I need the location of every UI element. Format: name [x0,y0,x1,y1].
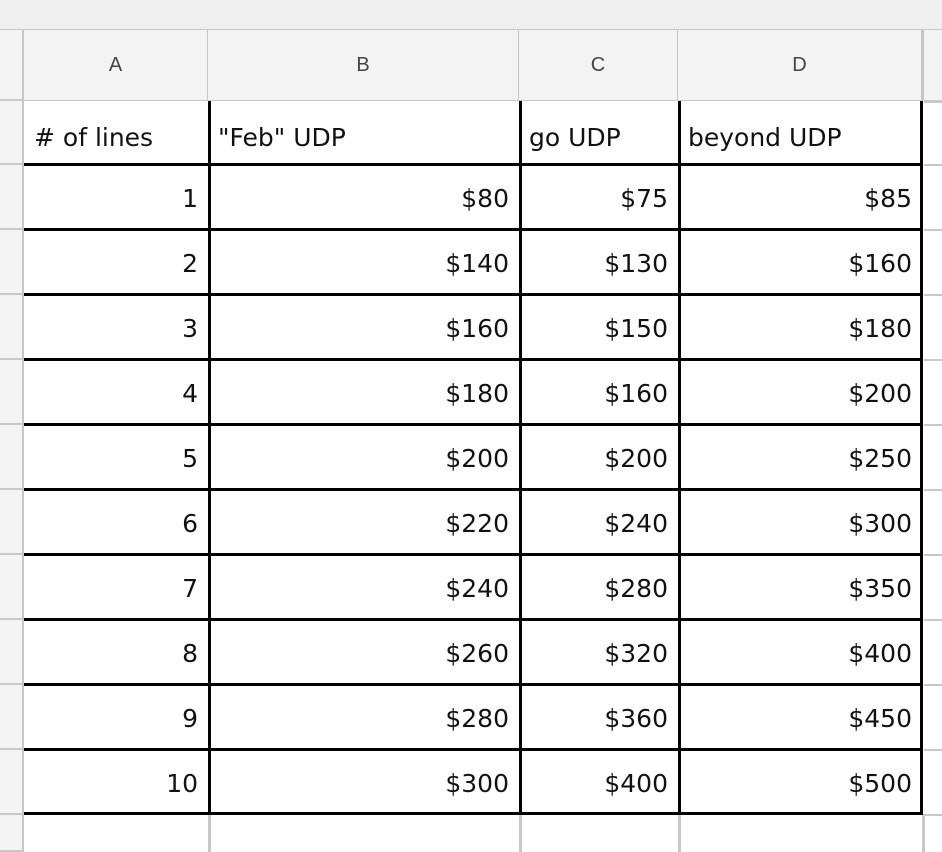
row-header-11[interactable] [0,750,24,815]
table-cell[interactable]: $85 [864,184,912,213]
gridline [924,814,942,816]
gridline [208,814,211,852]
row-header-5[interactable] [0,360,24,425]
cell-border [678,101,681,815]
table-cell[interactable]: $280 [604,574,668,603]
table-cell[interactable]: $180 [848,314,912,343]
table-cell[interactable]: $180 [445,379,509,408]
row-header-7[interactable] [0,490,24,555]
table-cell[interactable]: 7 [182,574,198,603]
table-cell[interactable]: $75 [620,184,668,213]
row-header-9[interactable] [0,620,24,685]
gridline [924,424,942,426]
gridline [924,101,942,103]
gridline [519,814,522,852]
table-cell[interactable]: $360 [604,704,668,733]
row-header-1[interactable] [0,101,24,165]
header-cell[interactable]: go UDP [529,122,621,152]
column-header-d[interactable]: D [678,30,924,101]
gridline [924,294,942,296]
table-cell[interactable]: 8 [182,639,198,668]
table-cell[interactable]: $240 [604,509,668,538]
table-cell[interactable]: $300 [445,769,509,798]
table-cell[interactable]: 4 [182,379,198,408]
table-cell[interactable]: $160 [848,249,912,278]
gridline [924,554,942,556]
gridline [922,814,925,852]
row-header-10[interactable] [0,685,24,750]
table-cell[interactable]: $320 [604,639,668,668]
table-cell[interactable]: $260 [445,639,509,668]
column-header-b[interactable]: B [208,30,521,101]
table-cell[interactable]: $80 [461,184,509,213]
table-cell[interactable]: $140 [445,249,509,278]
table-cell[interactable]: 9 [182,704,198,733]
cell-border [24,553,923,556]
row-header-4[interactable] [0,295,24,360]
cell-border [24,163,923,166]
cell-border [24,293,923,296]
row-header-3[interactable] [0,230,24,295]
column-header-c[interactable]: C [519,30,680,101]
gridline [924,164,942,166]
header-cell[interactable]: "Feb" UDP [218,122,346,152]
row-header-6[interactable] [0,425,24,490]
cell-border [24,358,923,361]
table-cell[interactable]: $200 [445,444,509,473]
cell-border [208,101,211,815]
gridline [678,814,681,852]
header-cell[interactable]: beyond UDP [688,122,842,152]
gridline [924,684,942,686]
table-cell[interactable]: $400 [604,769,668,798]
table-cell[interactable]: 10 [166,769,198,798]
table-cell[interactable]: $400 [848,639,912,668]
column-header-e[interactable] [924,30,942,101]
table-cell[interactable]: $280 [445,704,509,733]
table-cell[interactable]: $240 [445,574,509,603]
table-cell[interactable]: $350 [848,574,912,603]
gridline [924,749,942,751]
table-cell[interactable]: 2 [182,249,198,278]
row-header-2[interactable] [0,165,24,230]
gridline [924,619,942,621]
table-cell[interactable]: $250 [848,444,912,473]
table-cell[interactable]: $150 [604,314,668,343]
row-header-8[interactable] [0,555,24,620]
cell-border [24,618,923,621]
table-cell[interactable]: $200 [604,444,668,473]
cell-border [24,748,923,751]
cell-border [24,683,923,686]
table-cell[interactable]: 1 [182,184,198,213]
table-cell[interactable]: 3 [182,314,198,343]
cell-border [24,228,923,231]
table-cell[interactable]: $130 [604,249,668,278]
table-cell[interactable]: 5 [182,444,198,473]
table-cell[interactable]: 6 [182,509,198,538]
cell-border [24,423,923,426]
table-cell[interactable]: $160 [445,314,509,343]
table-cell[interactable]: $220 [445,509,509,538]
cell-border [24,812,923,815]
table-cell[interactable]: $450 [848,704,912,733]
gridline [924,489,942,491]
gridline [924,359,942,361]
table-cell[interactable]: $160 [604,379,668,408]
cell-border [920,101,923,815]
table-cell[interactable]: $200 [848,379,912,408]
table-cell[interactable]: $500 [848,769,912,798]
header-cell[interactable]: # of lines [34,122,154,152]
cell-border [519,101,522,815]
toolbar-area [0,0,942,30]
select-all-corner[interactable] [0,30,24,101]
cell-border [24,488,923,491]
table-cell[interactable]: $300 [848,509,912,538]
row-header-12[interactable] [0,815,24,852]
column-header-a[interactable]: A [24,30,210,101]
gridline [924,229,942,231]
